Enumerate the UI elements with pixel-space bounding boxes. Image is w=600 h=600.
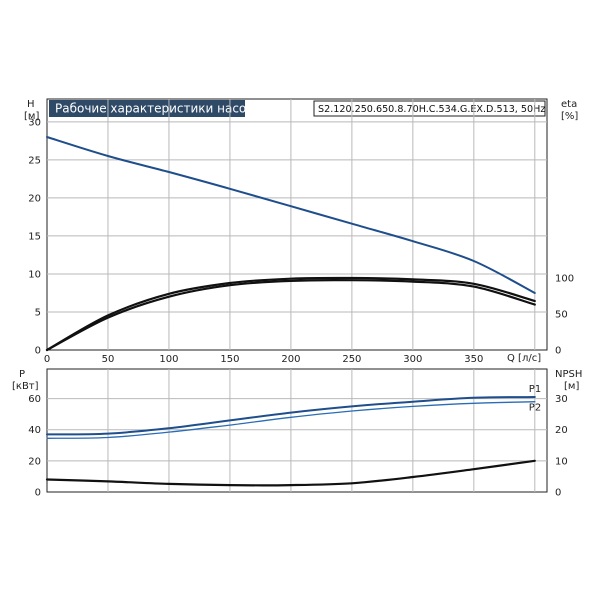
x-tick-label: 200	[281, 354, 300, 365]
h-axis-unit: [м]	[24, 111, 39, 122]
chart-title: Рабочие характеристики насоса	[55, 102, 260, 116]
x-tick-label: 50	[102, 354, 115, 365]
x-tick-label: 150	[220, 354, 239, 365]
left-tick-label: 25	[28, 155, 41, 166]
right-tick-label: 100	[555, 274, 574, 285]
model-box	[313, 100, 546, 117]
right-tick-label: 10	[555, 456, 568, 467]
left-tick-label: 10	[28, 269, 41, 280]
x-tick-label: 100	[159, 354, 178, 365]
series-line-1-0	[46, 396, 536, 436]
pump-model-label: S2.120.250.650.8.70H.C.534.G.EX.D.513, 5…	[318, 104, 545, 115]
eta-axis-label: eta	[561, 99, 577, 110]
right-tick-label: 0	[555, 488, 561, 499]
top-plot-frame	[46, 98, 548, 351]
right-tick-label: 30	[555, 394, 568, 405]
series-line-0-2	[45, 278, 536, 352]
series-line-0-0	[46, 136, 536, 294]
x-tick-label: 250	[342, 354, 361, 365]
right-tick-label: 0	[555, 346, 561, 357]
x-tick-label: 300	[403, 354, 422, 365]
p-axis-label: P	[19, 369, 25, 380]
series-line-1-2	[45, 459, 536, 487]
left-tick-label: 5	[35, 307, 41, 318]
h-axis-label: H	[27, 99, 35, 110]
left-tick-label: 40	[28, 425, 41, 436]
series-line-0-1	[45, 276, 536, 352]
left-tick-label: 60	[28, 394, 41, 405]
npsh-axis-label: NPSH	[555, 369, 582, 380]
left-tick-label: 0	[35, 346, 41, 357]
p-axis-unit: [кВт]	[12, 381, 39, 392]
left-tick-label: 15	[28, 231, 41, 242]
x-tick-label: 0	[44, 354, 50, 365]
series-label-p2: P2	[529, 403, 541, 414]
title-box	[49, 100, 245, 117]
bottom-plot-frame	[46, 368, 548, 493]
series-label-p1: P1	[529, 384, 541, 395]
x-tick-label: 350	[464, 354, 483, 365]
left-tick-label: 30	[28, 117, 41, 128]
q-axis-label: Q [л/с]	[507, 353, 541, 364]
left-tick-label: 20	[28, 456, 41, 467]
series-line-1-1	[46, 401, 536, 439]
right-tick-label: 20	[555, 425, 568, 436]
eta-axis-unit: [%]	[561, 111, 578, 122]
left-tick-label: 20	[28, 193, 41, 204]
npsh-axis-unit: [м]	[564, 381, 579, 392]
right-tick-label: 50	[555, 310, 568, 321]
left-tick-label: 0	[35, 488, 41, 499]
